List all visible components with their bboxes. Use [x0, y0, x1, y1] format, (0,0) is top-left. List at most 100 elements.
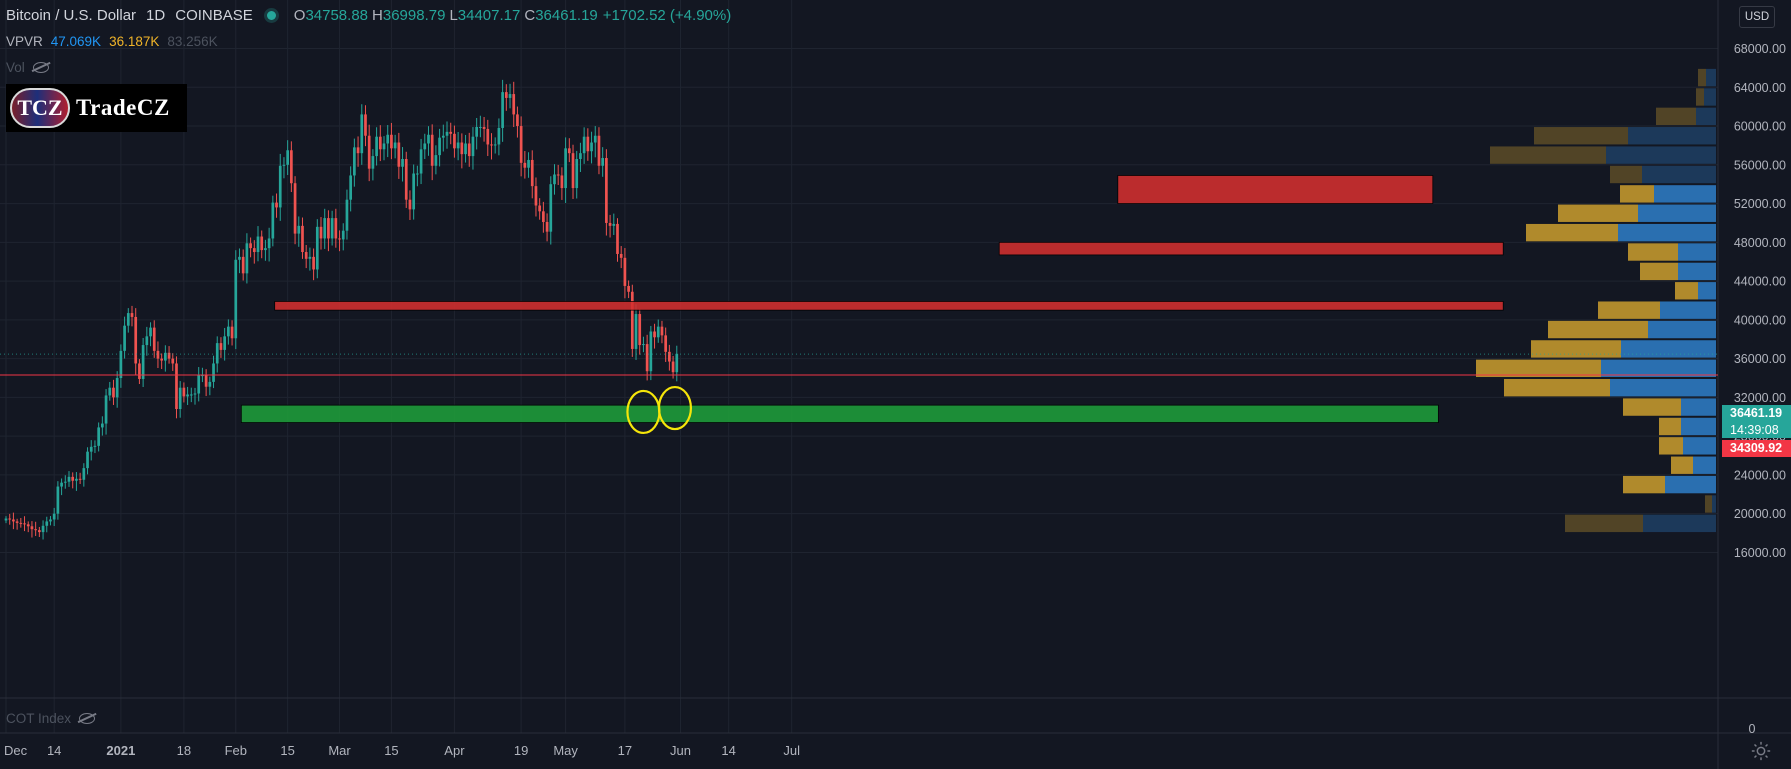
- candle-body: [486, 128, 490, 145]
- logo-name: TradeCZ: [76, 95, 170, 120]
- tradecz-logo: TCZ TradeCZ: [6, 84, 187, 132]
- candle-body: [23, 523, 26, 525]
- candle-body: [293, 183, 297, 234]
- high-key: H: [372, 7, 383, 24]
- interval[interactable]: 1D: [146, 7, 166, 24]
- candle-body: [197, 375, 201, 394]
- volume-profile-down-bar: [1705, 495, 1712, 513]
- candle-body: [230, 326, 234, 339]
- volume-profile-down-bar: [1671, 456, 1693, 474]
- candle-body: [60, 482, 63, 487]
- candle-body: [416, 173, 419, 175]
- candle-body: [145, 336, 149, 346]
- symbol-header: Bitcoin / U.S. Dollar 1D COINBASE O 34758…: [6, 7, 731, 24]
- vpvr-total-value: 83.256K: [167, 34, 218, 49]
- volume-profile-up-bar: [1704, 88, 1716, 106]
- candle-body: [582, 136, 586, 154]
- candle-body: [401, 158, 404, 167]
- candle-body: [508, 94, 512, 98]
- candle-body: [304, 252, 308, 259]
- candle-body: [501, 92, 504, 128]
- vpvr-legend[interactable]: VPVR 47.069K 36.187K 83.256K: [6, 34, 218, 49]
- candle-body: [493, 144, 497, 146]
- candle-body: [141, 345, 145, 379]
- candle-body: [267, 238, 271, 249]
- volume-profile-up-bar: [1681, 398, 1716, 416]
- candle-body: [367, 135, 371, 169]
- candle-body: [460, 142, 464, 155]
- candle-body: [612, 223, 616, 226]
- candle-body: [482, 127, 486, 129]
- candle-body: [282, 164, 286, 166]
- y-tick-label: 36000.00: [1734, 352, 1786, 366]
- candle-body: [560, 175, 564, 189]
- x-tick-label: 15: [384, 743, 398, 758]
- volume-profile-down-bar: [1504, 379, 1610, 397]
- candle-body: [178, 387, 182, 410]
- support-zone: [240, 404, 1439, 423]
- candle-body: [542, 211, 545, 222]
- volume-profile-down-bar: [1490, 146, 1606, 164]
- candle-body: [353, 147, 356, 176]
- candle-body: [26, 524, 30, 527]
- candle-body: [49, 519, 52, 522]
- candle-body: [590, 142, 593, 152]
- volume-profile-down-bar: [1476, 359, 1601, 378]
- low-value: 34407.17: [457, 7, 521, 24]
- hidden-eye-icon[interactable]: [79, 713, 96, 724]
- candle-body: [530, 159, 534, 187]
- candle-body: [497, 127, 501, 145]
- candle-body: [56, 486, 60, 514]
- volume-profile-down-bar: [1623, 398, 1681, 416]
- candle-body: [264, 248, 267, 251]
- candle-body: [108, 387, 112, 396]
- volume-profile-up-bar: [1648, 320, 1716, 339]
- candle-body: [260, 236, 264, 251]
- candle-body: [8, 518, 12, 520]
- candle-body: [301, 225, 304, 253]
- candle-body: [71, 476, 75, 481]
- volume-profile-up-bar: [1696, 107, 1716, 126]
- resistance-zone-middle: [998, 241, 1504, 256]
- candle-body: [334, 218, 338, 239]
- candle-body: [423, 143, 427, 150]
- candle-body: [338, 238, 341, 240]
- candle-body: [82, 468, 86, 480]
- y-tick-label: 52000.00: [1734, 197, 1786, 211]
- candle-body: [52, 513, 56, 520]
- candle-body: [290, 150, 293, 184]
- volume-profile-up-bar: [1665, 475, 1716, 494]
- candle-body: [115, 378, 119, 398]
- settings-gear-icon[interactable]: [1750, 740, 1772, 762]
- x-tick-label: 17: [618, 743, 632, 758]
- x-tick-label: Jul: [783, 743, 800, 758]
- hidden-eye-icon[interactable]: [32, 62, 49, 73]
- currency-button[interactable]: USD: [1739, 6, 1775, 28]
- candle-body: [12, 519, 15, 522]
- candle-body: [371, 156, 375, 169]
- candle-body: [201, 375, 204, 377]
- vol-legend[interactable]: Vol: [6, 60, 49, 75]
- candle-body: [241, 256, 245, 274]
- x-tick-label: Apr: [444, 743, 465, 758]
- candle-body: [419, 149, 423, 174]
- candle-body: [634, 314, 638, 349]
- candle-body: [645, 344, 649, 372]
- x-tick-label: 18: [177, 743, 191, 758]
- candle-body: [393, 142, 397, 149]
- x-tick-label: Dec: [4, 743, 28, 758]
- candle-body: [534, 186, 538, 206]
- candle-body: [308, 256, 312, 259]
- volume-profile-up-bar: [1628, 127, 1716, 145]
- candle-body: [627, 285, 630, 292]
- candle-body: [104, 395, 108, 424]
- candle-body: [349, 175, 353, 200]
- volume-profile-up-bar: [1638, 204, 1716, 222]
- candle-body: [523, 162, 527, 168]
- cot-legend[interactable]: COT Index: [6, 711, 96, 726]
- candle-body: [249, 243, 252, 249]
- candle-body: [630, 291, 634, 349]
- x-tick-label: Jun: [670, 743, 691, 758]
- symbol-name[interactable]: Bitcoin / U.S. Dollar: [6, 7, 137, 24]
